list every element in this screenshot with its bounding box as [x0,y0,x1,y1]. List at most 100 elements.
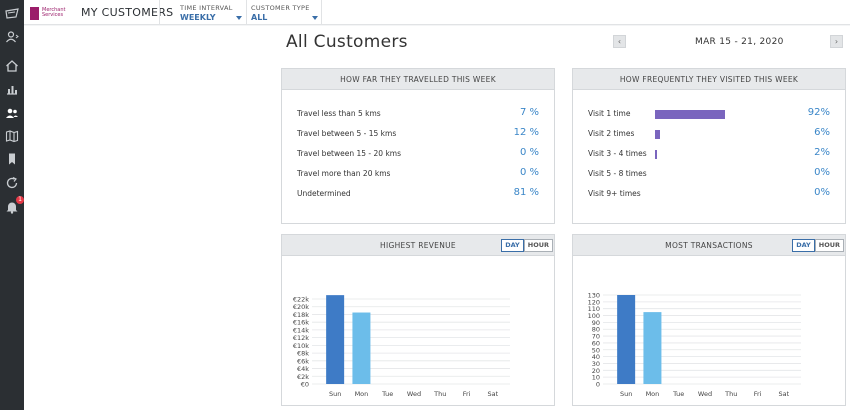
top-bar: Merchant Services MY CUSTOMERS TIME INTE… [24,0,850,25]
y-tick-label: €12k [293,334,309,342]
x-tick-label: Tue [381,390,393,398]
x-tick-label: Wed [698,390,712,398]
time-interval-value: WEEKLY [180,13,216,22]
main-content: All Customers ‹ MAR 15 - 21, 2020 › HOW … [24,26,850,410]
list-item: Travel between 15 - 20 kms 0 % [282,147,554,161]
y-tick-label: 80 [592,326,600,334]
row-value: 2% [814,147,830,158]
row-value: 92% [807,107,830,118]
row-label: Visit 9+ times [588,189,641,198]
list-item: Visit 3 - 4 times 2% [573,147,845,161]
row-value: 0 % [519,147,539,158]
list-item: Travel more than 20 kms 0 % [282,167,554,181]
y-tick-label: 100 [588,312,600,320]
y-tick-label: €8k [297,350,309,358]
customers-icon[interactable] [4,105,20,121]
hour-toggle-button[interactable]: HOUR [814,240,843,251]
row-label: Visit 1 time [588,109,631,118]
row-value: 6% [814,127,830,138]
x-tick-label: Sat [779,390,790,398]
y-tick-label: €10k [293,342,309,350]
logo-text: Merchant Services [42,7,66,18]
chevron-down-icon [312,16,318,20]
day-toggle-button[interactable]: DAY [501,239,524,252]
merchant-logo[interactable]: Merchant Services [30,6,68,20]
card-title: HOW FREQUENTLY THEY VISITED THIS WEEK [573,69,845,90]
refresh-icon[interactable] [4,175,20,191]
travel-distance-card: HOW FAR THEY TRAVELLED THIS WEEK Travel … [281,68,555,224]
row-label: Visit 3 - 4 times [588,149,647,158]
y-tick-label: 70 [592,333,600,341]
home-icon[interactable] [4,58,20,74]
transactions-day-hour-toggle[interactable]: DAY HOUR [792,239,844,252]
day-toggle-button[interactable]: DAY [792,239,815,252]
y-tick-label: 20 [592,367,600,375]
y-tick-label: 90 [592,319,600,327]
y-tick-label: €20k [293,303,309,311]
row-value: 12 % [513,127,539,138]
page-title: All Customers [286,32,408,52]
x-tick-label: Thu [433,390,446,398]
app-title: MY CUSTOMERS [81,6,174,19]
customer-type-filter[interactable]: CUSTOMER TYPE ALL [251,4,319,22]
row-value: 0% [814,167,830,178]
revenue-day-hour-toggle[interactable]: DAY HOUR [501,239,553,252]
notification-badge: 1 [16,196,24,204]
row-label: Travel between 15 - 20 kms [297,149,401,158]
divider [159,0,160,25]
visit-frequency-card: HOW FREQUENTLY THEY VISITED THIS WEEK Vi… [572,68,846,224]
row-label: Travel more than 20 kms [297,169,391,178]
x-tick-label: Mon [355,390,369,398]
bar [617,295,636,384]
date-range: MAR 15 - 21, 2020 [695,37,784,47]
x-tick-label: Tue [672,390,684,398]
x-tick-label: Mon [646,390,660,398]
customer-type-value: ALL [251,13,268,22]
y-tick-label: 60 [592,339,600,347]
x-tick-label: Thu [724,390,737,398]
visit-bar [655,130,660,139]
prev-week-button[interactable]: ‹ [613,35,626,48]
y-tick-label: €0 [301,381,309,389]
bar-chart-icon[interactable] [4,81,20,97]
x-tick-label: Sun [329,390,341,398]
bookmark-icon[interactable] [4,151,20,167]
list-item: Visit 1 time 92% [573,107,845,121]
customer-type-label: CUSTOMER TYPE [251,4,310,12]
visit-bar [655,150,657,159]
divider [321,0,322,25]
y-tick-label: 0 [596,381,600,389]
chevron-down-icon [236,16,242,20]
bar [352,312,371,384]
bar [326,295,345,384]
x-tick-label: Sun [620,390,632,398]
card-title: HIGHEST REVENUE [282,235,554,256]
row-value: 81 % [513,187,539,198]
card-title: HOW FAR THEY TRAVELLED THIS WEEK [282,69,554,90]
list-item: Travel between 5 - 15 kms 12 % [282,127,554,141]
bell-icon[interactable]: 1 [4,196,24,215]
y-tick-label: €2k [297,373,309,381]
x-tick-label: Fri [463,390,471,398]
card-title: MOST TRANSACTIONS [573,235,845,256]
row-label: Visit 5 - 8 times [588,169,647,178]
y-tick-label: 30 [592,360,600,368]
time-interval-label: TIME INTERVAL [180,4,233,12]
map-icon[interactable] [4,128,20,144]
row-label: Travel between 5 - 15 kms [297,129,397,138]
row-value: 0 % [519,167,539,178]
y-tick-label: 120 [588,298,600,306]
logo-icon[interactable] [4,6,20,22]
list-item: Visit 9+ times 0% [573,187,845,201]
highest-revenue-card: HIGHEST REVENUE DAY HOUR €0 €2k €4k €6k €8k €… [281,234,555,406]
next-week-button[interactable]: › [830,35,843,48]
hour-toggle-button[interactable]: HOUR [523,240,552,251]
y-tick-label: 40 [592,353,600,361]
list-item: Visit 5 - 8 times 0% [573,167,845,181]
x-tick-label: Sat [488,390,499,398]
y-tick-label: €14k [293,326,309,334]
user-icon[interactable] [4,29,20,45]
time-interval-filter[interactable]: TIME INTERVAL WEEKLY [180,4,242,22]
y-tick-label: 110 [588,305,600,313]
